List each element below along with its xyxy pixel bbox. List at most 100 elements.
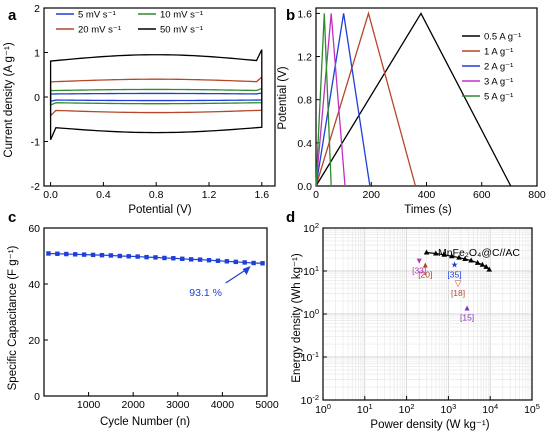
panel-d-ref-label: [15] bbox=[460, 313, 474, 323]
panel-c-point bbox=[90, 252, 96, 258]
panel-c-point bbox=[108, 253, 114, 258]
panel-d-ref-marker: ▲ bbox=[463, 303, 471, 313]
panel-d-point bbox=[474, 259, 481, 265]
panel-b-xtick-label: 600 bbox=[473, 189, 491, 201]
panel-d-ytick-label: 10-2 bbox=[301, 393, 319, 407]
panel-c-retention-label: 93.1 % bbox=[189, 287, 222, 299]
panel-a-ytick-label: 2 bbox=[34, 3, 40, 15]
panel-c-point bbox=[260, 261, 265, 266]
panel-c-point bbox=[251, 260, 256, 266]
panel-d-xtick-label: 100 bbox=[315, 402, 331, 416]
panel-b-ytick-label: 0.4 bbox=[297, 138, 312, 150]
panel-b-series-1-line bbox=[315, 11, 417, 187]
panel-c-xtick-label: 1000 bbox=[77, 399, 101, 411]
panel-a-ytick-label: 1 bbox=[34, 48, 40, 60]
panel-c-point bbox=[46, 251, 51, 256]
panel-b-chart: 0 200 400 600 800 0.0 0.4 0.8 1.2 1.6 0.5 A g⁻¹ 1 A… bbox=[297, 7, 546, 201]
panel-d-chart: 100 101 102 103 104 105 10-2 10-1 100 101 102 MnFe₂… bbox=[301, 221, 540, 416]
panel-a-series-2-curve bbox=[49, 75, 263, 118]
panel-c-point bbox=[55, 251, 60, 256]
panel-b-ylabel: Potential (V) bbox=[277, 66, 289, 129]
panel-a-series-1-curve bbox=[49, 87, 263, 106]
panel-d-series-label: MnFe₂O₄@C//AC bbox=[438, 247, 520, 259]
panel-d-ylabel: Energy density (Wh kg⁻¹) bbox=[291, 253, 303, 383]
panel-c-point bbox=[81, 252, 87, 257]
panel-c-point bbox=[171, 256, 176, 261]
panel-d-point bbox=[483, 263, 489, 269]
panel-a-legend-label: 50 mV s⁻¹ bbox=[160, 25, 203, 36]
panel-c-point bbox=[135, 254, 140, 259]
panel-b-ytick-label: 1.2 bbox=[297, 52, 312, 64]
panel-a-xtick-label: 0.8 bbox=[149, 189, 164, 201]
panel-a-legend-label: 10 mV s⁻¹ bbox=[160, 10, 203, 21]
panel-c-point bbox=[233, 259, 238, 265]
panel-c-point bbox=[162, 255, 167, 261]
panel-a-chart: 0.0 0.4 0.8 1.2 1.6 -2 -1 0 1 2 5 mV s⁻¹ 10 mV s⁻¹ 2… bbox=[31, 3, 276, 201]
panel-c-xtick-label: 2000 bbox=[122, 399, 146, 411]
panel-d-ytick-label: 102 bbox=[303, 221, 319, 235]
panel-d-xtick-label: 103 bbox=[440, 402, 456, 416]
panel-d-point bbox=[441, 251, 448, 257]
panel-a-legend-label: 20 mV s⁻¹ bbox=[78, 25, 121, 36]
panel-d-ref-label: [20] bbox=[418, 270, 432, 280]
panel-d-point bbox=[456, 254, 462, 260]
panel-c-xtick-label: 5000 bbox=[255, 399, 279, 411]
panel-b-ytick-label: 0.0 bbox=[297, 181, 312, 193]
panel-b-xlabel: Times (s) bbox=[404, 204, 452, 216]
panel-d-ref-marker: ▼ bbox=[415, 255, 423, 265]
panel-b-ytick-label: 0.8 bbox=[297, 95, 312, 107]
panel-b-xtick-label: 800 bbox=[528, 189, 546, 201]
panel-c-xtick-label: 3000 bbox=[166, 399, 190, 411]
panel-c-xlabel: Cycle Number (n) bbox=[100, 416, 190, 428]
panel-c-point bbox=[242, 260, 247, 265]
panel-c-ytick-label: 60 bbox=[28, 223, 40, 235]
panel-a-xtick-label: 1.2 bbox=[202, 189, 217, 201]
panel-b-legend-label: 0.5 A g⁻¹ bbox=[484, 32, 521, 43]
panel-d-point bbox=[433, 250, 439, 256]
panel-a-xtick-label: 0.0 bbox=[43, 189, 58, 201]
panel-a-series-0-curve bbox=[49, 92, 263, 103]
panel-letter-a: a bbox=[8, 7, 17, 24]
panel-b-series-3-line bbox=[315, 13, 346, 187]
panel-c-point bbox=[224, 259, 230, 264]
panel-c-point bbox=[117, 253, 123, 259]
panel-c-ytick-label: 20 bbox=[28, 335, 40, 347]
panel-c-point bbox=[64, 251, 69, 257]
panel-d-xtick-label: 105 bbox=[524, 402, 540, 416]
panel-letter-d: d bbox=[286, 209, 295, 226]
panel-c-ytick-label: 0 bbox=[34, 391, 40, 403]
panel-c-point bbox=[126, 254, 131, 259]
panel-d-point bbox=[423, 249, 430, 255]
panel-c-point bbox=[99, 252, 105, 258]
panel-c-chart: 1000 2000 3000 4000 5000 0 20 40 60 93.1 % bbox=[28, 223, 279, 411]
panel-d-point bbox=[448, 253, 455, 259]
panel-b-xtick-label: 0 bbox=[313, 189, 319, 201]
panel-letter-c: c bbox=[8, 209, 16, 226]
panel-a-ytick-label: -1 bbox=[31, 137, 40, 149]
panel-b-ytick-label: 1.6 bbox=[297, 8, 312, 20]
panel-d-xtick-label: 104 bbox=[482, 402, 498, 416]
panel-d-ref-label: [35] bbox=[447, 270, 461, 280]
panel-d-point bbox=[479, 261, 486, 267]
panel-c-xtick-label: 4000 bbox=[211, 399, 235, 411]
panel-c-point bbox=[73, 252, 78, 257]
panel-a-series-3-curve bbox=[49, 49, 263, 140]
panel-d-xtick-label: 102 bbox=[399, 402, 415, 416]
panel-c-arrow-head bbox=[242, 266, 251, 275]
panel-d-point bbox=[486, 266, 493, 272]
panel-d-ref-label: [18] bbox=[451, 288, 465, 298]
panel-letter-b: b bbox=[286, 7, 295, 24]
panel-d-point bbox=[468, 257, 474, 263]
panel-d-ytick-label: 101 bbox=[303, 264, 319, 278]
panel-a-ytick-label: 0 bbox=[34, 92, 40, 104]
panel-c-point bbox=[180, 256, 185, 261]
panel-b-legend-label: 2 A g⁻¹ bbox=[484, 62, 513, 73]
panel-b-legend-label: 1 A g⁻¹ bbox=[484, 47, 513, 58]
panel-b-xtick-label: 400 bbox=[418, 189, 436, 201]
panel-c-point bbox=[206, 258, 212, 263]
panel-d-ytick-label: 100 bbox=[303, 307, 319, 321]
panel-c-point bbox=[215, 258, 221, 263]
panel-c-frame bbox=[43, 227, 268, 397]
panel-a-ytick-label: -2 bbox=[31, 181, 40, 193]
